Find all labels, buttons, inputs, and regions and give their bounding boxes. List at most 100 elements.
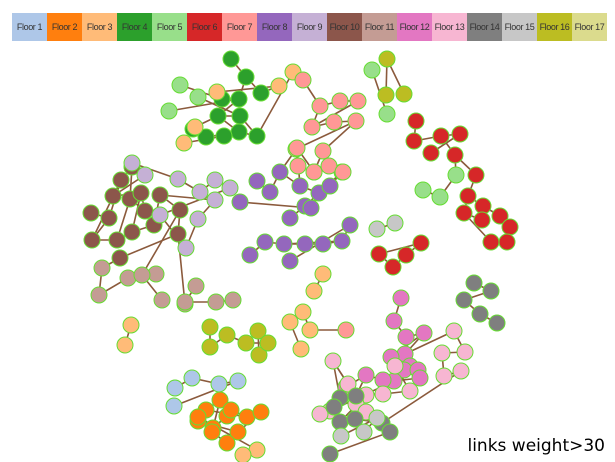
graph-node-floor-3[interactable]: [208, 83, 226, 101]
graph-node-floor-5[interactable]: [171, 76, 189, 94]
graph-node-floor-16[interactable]: [377, 86, 395, 104]
graph-node-floor-12[interactable]: [357, 366, 375, 384]
graph-node-floor-9[interactable]: [151, 206, 169, 224]
graph-node-floor-13[interactable]: [324, 352, 342, 370]
graph-node-floor-10[interactable]: [169, 225, 187, 243]
graph-node-floor-10[interactable]: [108, 231, 126, 249]
graph-node-floor-3[interactable]: [292, 340, 310, 358]
graph-node-floor-3[interactable]: [314, 265, 332, 283]
graph-node-floor-10[interactable]: [100, 209, 118, 227]
graph-node-floor-10[interactable]: [82, 204, 100, 222]
graph-node-floor-4[interactable]: [230, 90, 248, 108]
graph-node-floor-2[interactable]: [218, 434, 236, 452]
graph-node-floor-16[interactable]: [201, 338, 219, 356]
graph-node-floor-8[interactable]: [248, 172, 266, 190]
graph-node-floor-1[interactable]: [229, 372, 247, 390]
graph-node-floor-14[interactable]: [488, 314, 506, 332]
graph-node-floor-3[interactable]: [281, 313, 299, 331]
graph-node-floor-14[interactable]: [347, 387, 365, 405]
graph-node-floor-4[interactable]: [215, 127, 233, 145]
graph-node-floor-6[interactable]: [397, 246, 415, 264]
graph-node-floor-13[interactable]: [435, 367, 453, 385]
graph-node-floor-7[interactable]: [289, 157, 307, 175]
graph-node-floor-5[interactable]: [378, 105, 396, 123]
graph-node-floor-11[interactable]: [207, 293, 225, 311]
graph-node-floor-10[interactable]: [112, 171, 130, 189]
graph-node-floor-9[interactable]: [221, 179, 239, 197]
graph-node-floor-8[interactable]: [314, 235, 332, 253]
graph-node-floor-6[interactable]: [432, 127, 450, 145]
graph-node-floor-8[interactable]: [333, 232, 351, 250]
graph-node-floor-1[interactable]: [210, 375, 228, 393]
graph-node-floor-13[interactable]: [452, 362, 470, 380]
graph-node-floor-8[interactable]: [302, 199, 320, 217]
graph-node-floor-6[interactable]: [422, 144, 440, 162]
graph-node-floor-10[interactable]: [104, 187, 122, 205]
graph-node-floor-6[interactable]: [370, 245, 388, 263]
graph-node-floor-6[interactable]: [482, 233, 500, 251]
graph-node-floor-8[interactable]: [281, 252, 299, 270]
graph-node-floor-2[interactable]: [222, 401, 240, 419]
graph-node-floor-13[interactable]: [433, 344, 451, 362]
graph-node-floor-2[interactable]: [189, 408, 207, 426]
graph-node-floor-16[interactable]: [218, 326, 236, 344]
graph-node-floor-11[interactable]: [133, 266, 151, 284]
graph-node-floor-3[interactable]: [186, 118, 204, 136]
graph-node-floor-7[interactable]: [303, 118, 321, 136]
graph-node-floor-11[interactable]: [119, 269, 137, 287]
graph-node-floor-15[interactable]: [386, 214, 404, 232]
graph-node-floor-3[interactable]: [270, 77, 288, 95]
graph-node-floor-4[interactable]: [230, 123, 248, 141]
graph-node-floor-5[interactable]: [414, 181, 432, 199]
graph-node-floor-7[interactable]: [349, 92, 367, 110]
graph-node-floor-7[interactable]: [325, 113, 343, 131]
graph-node-floor-14[interactable]: [381, 423, 399, 441]
graph-node-floor-7[interactable]: [288, 139, 306, 157]
graph-node-floor-8[interactable]: [281, 209, 299, 227]
graph-node-floor-4[interactable]: [248, 127, 266, 145]
graph-node-floor-14[interactable]: [465, 274, 483, 292]
graph-node-floor-5[interactable]: [447, 166, 465, 184]
graph-node-floor-14[interactable]: [321, 445, 339, 462]
graph-node-floor-2[interactable]: [229, 423, 247, 441]
graph-node-floor-5[interactable]: [431, 188, 449, 206]
graph-node-floor-10[interactable]: [136, 202, 154, 220]
graph-node-floor-16[interactable]: [395, 85, 413, 103]
graph-node-floor-12[interactable]: [415, 324, 433, 342]
graph-node-floor-8[interactable]: [256, 233, 274, 251]
graph-node-floor-13[interactable]: [374, 385, 392, 403]
graph-node-floor-9[interactable]: [177, 239, 195, 257]
graph-node-floor-16[interactable]: [201, 318, 219, 336]
graph-node-floor-11[interactable]: [93, 259, 111, 277]
graph-node-floor-5[interactable]: [189, 88, 207, 106]
graph-node-floor-13[interactable]: [339, 375, 357, 393]
graph-node-floor-16[interactable]: [249, 322, 267, 340]
graph-node-floor-11[interactable]: [176, 293, 194, 311]
graph-node-floor-1[interactable]: [166, 379, 184, 397]
graph-node-floor-9[interactable]: [123, 154, 141, 172]
graph-node-floor-10[interactable]: [151, 186, 169, 204]
graph-node-floor-6[interactable]: [412, 234, 430, 252]
graph-node-floor-8[interactable]: [341, 216, 359, 234]
graph-node-floor-16[interactable]: [237, 334, 255, 352]
graph-node-floor-6[interactable]: [405, 132, 423, 150]
graph-node-floor-14[interactable]: [471, 305, 489, 323]
graph-node-floor-8[interactable]: [296, 235, 314, 253]
graph-node-floor-8[interactable]: [275, 235, 293, 253]
graph-node-floor-4[interactable]: [197, 128, 215, 146]
graph-node-floor-14[interactable]: [455, 291, 473, 309]
graph-node-floor-6[interactable]: [501, 218, 519, 236]
graph-node-floor-2[interactable]: [203, 423, 221, 441]
graph-node-floor-8[interactable]: [271, 163, 289, 181]
graph-node-floor-6[interactable]: [407, 112, 425, 130]
graph-node-floor-3[interactable]: [116, 336, 134, 354]
graph-node-floor-9[interactable]: [191, 183, 209, 201]
graph-node-floor-12[interactable]: [392, 289, 410, 307]
graph-node-floor-13[interactable]: [401, 382, 419, 400]
graph-node-floor-3[interactable]: [234, 446, 252, 462]
graph-node-floor-13[interactable]: [445, 322, 463, 340]
graph-node-floor-12[interactable]: [397, 328, 415, 346]
graph-node-floor-15[interactable]: [368, 409, 386, 427]
graph-node-floor-10[interactable]: [132, 184, 150, 202]
graph-node-floor-11[interactable]: [90, 286, 108, 304]
